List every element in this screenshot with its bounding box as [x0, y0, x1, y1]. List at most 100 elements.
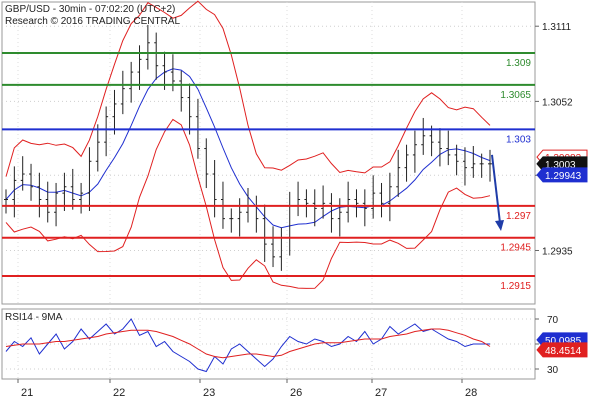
bollinger-upper-band [5, 0, 491, 177]
x-tick-label: 28 [465, 387, 477, 399]
price-candles [4, 24, 492, 271]
price-bar [120, 70, 125, 115]
price-y-tick-label: 1.3111 [542, 22, 572, 33]
price-y-tick-label: 1.2935 [542, 246, 573, 257]
price-bar [354, 189, 359, 218]
x-tick-label: 26 [290, 387, 302, 399]
price-bar [154, 32, 159, 80]
forecast-arrow [491, 154, 504, 231]
forecast-arrow-head [495, 219, 504, 231]
price-panel: 1.309 1.3065 1.303 1.297 1.2945 1.2915 1.3111… [1, 0, 588, 305]
x-tick-label: 27 [375, 387, 387, 399]
price-bar [429, 125, 434, 157]
price-bar [204, 138, 209, 189]
price-bar [104, 106, 109, 157]
price-bar [95, 124, 100, 172]
price-bar [421, 117, 426, 155]
price-tag-label: 1.3003 [545, 160, 576, 171]
price-bar [412, 130, 417, 173]
price-bar [454, 144, 459, 176]
price-bar [70, 168, 75, 210]
bollinger-lower-band [5, 118, 491, 289]
price-bar [12, 166, 17, 218]
price-bar [329, 193, 334, 233]
price-plot-area [1, 1, 536, 305]
x-axis: 21 22 23 26 27 28 [17, 379, 477, 399]
price-bar [29, 163, 34, 201]
support-resistance-levels: 1.309 1.3065 1.303 1.297 1.2945 1.2915 [2, 51, 535, 292]
rsi-y-tick-label: 30 [547, 365, 559, 376]
level-label: 1.303 [506, 134, 531, 145]
price-bar [62, 172, 67, 211]
price-tag: 1.29943 [536, 167, 588, 183]
price-bar [321, 185, 326, 219]
price-bar [87, 147, 92, 211]
forecast-arrow-shaft [491, 154, 501, 224]
price-y-axis: 1.3111 1.3052 1.2935 [535, 22, 573, 257]
rsi-value-tag-label: 48.4514 [545, 346, 582, 357]
price-bar [129, 61, 134, 103]
price-bar [462, 147, 467, 186]
rsi-value-tag-label: 50.0985 [545, 336, 582, 347]
rsi-plot-area [1, 308, 536, 380]
chart-title: GBP/USD - 30min - 07:02:20 (UTC+2) [5, 4, 175, 15]
price-bar [237, 198, 242, 237]
price-bar [404, 144, 409, 182]
x-tick-label: 21 [21, 387, 33, 399]
price-bar [312, 189, 317, 227]
price-bar [362, 189, 367, 227]
price-tag-label: 1.29943 [545, 171, 582, 182]
price-y-tick-label: 1.3052 [542, 97, 573, 108]
rsi-value-tag-box [536, 342, 588, 358]
level-label: 1.2945 [500, 243, 531, 254]
x-tick-label: 22 [113, 387, 125, 399]
rsi-series-line [5, 318, 490, 373]
rsi-value-tag: 48.4514 [536, 342, 588, 358]
price-bar [4, 189, 8, 214]
price-bar [145, 24, 150, 70]
price-bar [471, 145, 476, 178]
price-tag-box [536, 167, 588, 183]
price-bar [187, 83, 192, 135]
price-bar [54, 182, 59, 227]
price-bar [488, 149, 492, 182]
level-label: 1.309 [506, 58, 531, 69]
price-bar [37, 172, 42, 218]
price-bar [212, 160, 217, 218]
price-bar [20, 156, 25, 191]
price-bar [479, 153, 484, 178]
price-bar [45, 181, 50, 223]
level-label: 1.2915 [500, 281, 531, 292]
price-bar [346, 181, 351, 223]
price-bar [437, 128, 442, 167]
price-bar [262, 204, 267, 262]
rsi-y-tick-label: 70 [547, 315, 559, 326]
level-label: 1.3065 [500, 90, 531, 101]
rsi-title: RSI14 - 9MA [5, 312, 63, 323]
price-bar [304, 189, 309, 218]
rsi-y-axis: 70 30 [535, 315, 559, 376]
price-bar [446, 130, 451, 166]
price-bar [379, 182, 384, 218]
price-bar [179, 70, 184, 112]
price-bar [79, 182, 84, 214]
price-bar [112, 89, 117, 135]
price-bar [396, 149, 401, 197]
price-gridlines [2, 2, 535, 304]
rsi-lines [5, 318, 491, 373]
price-bar [271, 226, 276, 268]
x-tick-label: 23 [203, 387, 215, 399]
price-bar [229, 208, 234, 233]
price-bar [337, 198, 342, 237]
copyright-line: Research © 2016 TRADING CENTRAL [5, 16, 180, 27]
level-label: 1.297 [506, 211, 531, 222]
price-bar [162, 51, 167, 90]
rsi-series-line [5, 328, 491, 359]
price-bar [371, 175, 376, 219]
rsi-gridlines [2, 309, 535, 379]
price-bar [387, 172, 392, 222]
